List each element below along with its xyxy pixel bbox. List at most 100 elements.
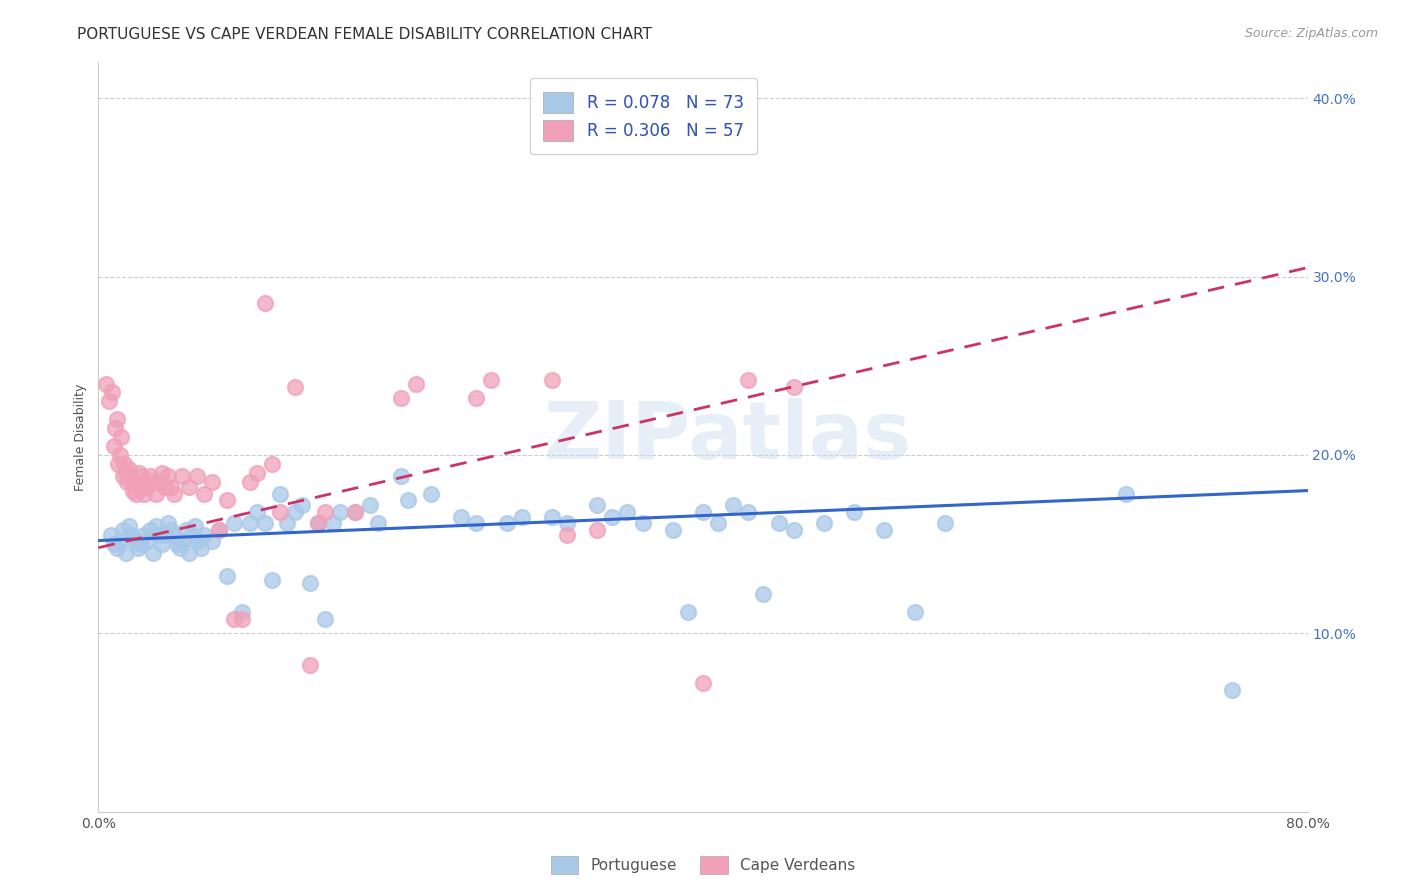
Point bbox=[153, 528, 176, 542]
Point bbox=[253, 516, 276, 530]
Point bbox=[215, 569, 238, 583]
Point bbox=[201, 533, 224, 548]
Point bbox=[661, 523, 683, 537]
Point bbox=[586, 498, 609, 512]
Point bbox=[405, 376, 427, 391]
Point bbox=[231, 612, 253, 626]
Point bbox=[127, 541, 149, 555]
Point bbox=[396, 492, 419, 507]
Point bbox=[125, 487, 148, 501]
Point bbox=[262, 573, 284, 587]
Point bbox=[132, 487, 155, 501]
Point bbox=[148, 528, 170, 542]
Point bbox=[111, 469, 134, 483]
Point bbox=[193, 528, 215, 542]
Point bbox=[170, 469, 193, 483]
Point bbox=[115, 475, 138, 489]
Point bbox=[813, 516, 835, 530]
Point bbox=[495, 516, 517, 530]
Point bbox=[118, 519, 141, 533]
Point bbox=[586, 523, 609, 537]
Point bbox=[692, 505, 714, 519]
Point bbox=[135, 533, 157, 548]
Point bbox=[314, 505, 336, 519]
Point bbox=[118, 462, 141, 476]
Point bbox=[676, 605, 699, 619]
Point bbox=[153, 480, 176, 494]
Point bbox=[122, 483, 145, 498]
Point bbox=[224, 612, 246, 626]
Point bbox=[193, 487, 215, 501]
Point bbox=[172, 533, 194, 548]
Point bbox=[465, 391, 488, 405]
Point bbox=[94, 376, 117, 391]
Point bbox=[389, 469, 412, 483]
Point bbox=[231, 605, 253, 619]
Point bbox=[783, 523, 806, 537]
Point bbox=[107, 457, 129, 471]
Point bbox=[844, 505, 866, 519]
Point bbox=[111, 523, 134, 537]
Point bbox=[450, 510, 472, 524]
Point bbox=[752, 587, 775, 601]
Legend: Portuguese, Cape Verdeans: Portuguese, Cape Verdeans bbox=[546, 850, 860, 880]
Point bbox=[131, 469, 153, 483]
Point bbox=[145, 487, 167, 501]
Point bbox=[602, 510, 624, 524]
Point bbox=[105, 541, 128, 555]
Point bbox=[1115, 487, 1137, 501]
Point bbox=[269, 505, 291, 519]
Point bbox=[291, 498, 314, 512]
Point bbox=[465, 516, 488, 530]
Point bbox=[110, 430, 132, 444]
Point bbox=[737, 373, 759, 387]
Point bbox=[129, 537, 152, 551]
Point bbox=[555, 528, 578, 542]
Point bbox=[269, 487, 291, 501]
Point bbox=[121, 528, 143, 542]
Text: PORTUGUESE VS CAPE VERDEAN FEMALE DISABILITY CORRELATION CHART: PORTUGUESE VS CAPE VERDEAN FEMALE DISABI… bbox=[77, 27, 652, 42]
Point bbox=[329, 505, 352, 519]
Point bbox=[124, 533, 146, 548]
Point bbox=[262, 457, 284, 471]
Point bbox=[174, 523, 197, 537]
Point bbox=[108, 448, 131, 462]
Point bbox=[190, 541, 212, 555]
Point bbox=[616, 505, 638, 519]
Point bbox=[120, 469, 142, 483]
Point bbox=[150, 537, 173, 551]
Point bbox=[114, 466, 136, 480]
Point bbox=[208, 523, 231, 537]
Point bbox=[128, 466, 150, 480]
Point bbox=[112, 457, 135, 471]
Point bbox=[783, 380, 806, 394]
Point bbox=[101, 385, 124, 400]
Point bbox=[707, 516, 730, 530]
Point bbox=[307, 516, 329, 530]
Point bbox=[246, 466, 269, 480]
Point bbox=[139, 469, 162, 483]
Point bbox=[215, 492, 238, 507]
Point bbox=[169, 541, 191, 555]
Point bbox=[723, 498, 745, 512]
Point bbox=[142, 546, 165, 560]
Point bbox=[344, 505, 367, 519]
Point bbox=[555, 516, 578, 530]
Point bbox=[540, 510, 562, 524]
Point bbox=[105, 412, 128, 426]
Point bbox=[179, 546, 201, 560]
Point bbox=[246, 505, 269, 519]
Point bbox=[103, 439, 125, 453]
Point bbox=[129, 480, 152, 494]
Text: ZIPatlas: ZIPatlas bbox=[543, 398, 911, 476]
Point bbox=[307, 516, 329, 530]
Point bbox=[873, 523, 896, 537]
Y-axis label: Female Disability: Female Disability bbox=[73, 384, 87, 491]
Point bbox=[150, 466, 173, 480]
Point bbox=[160, 523, 183, 537]
Point bbox=[103, 537, 125, 551]
Point bbox=[135, 480, 157, 494]
Point bbox=[166, 537, 188, 551]
Point bbox=[104, 421, 127, 435]
Point bbox=[201, 475, 224, 489]
